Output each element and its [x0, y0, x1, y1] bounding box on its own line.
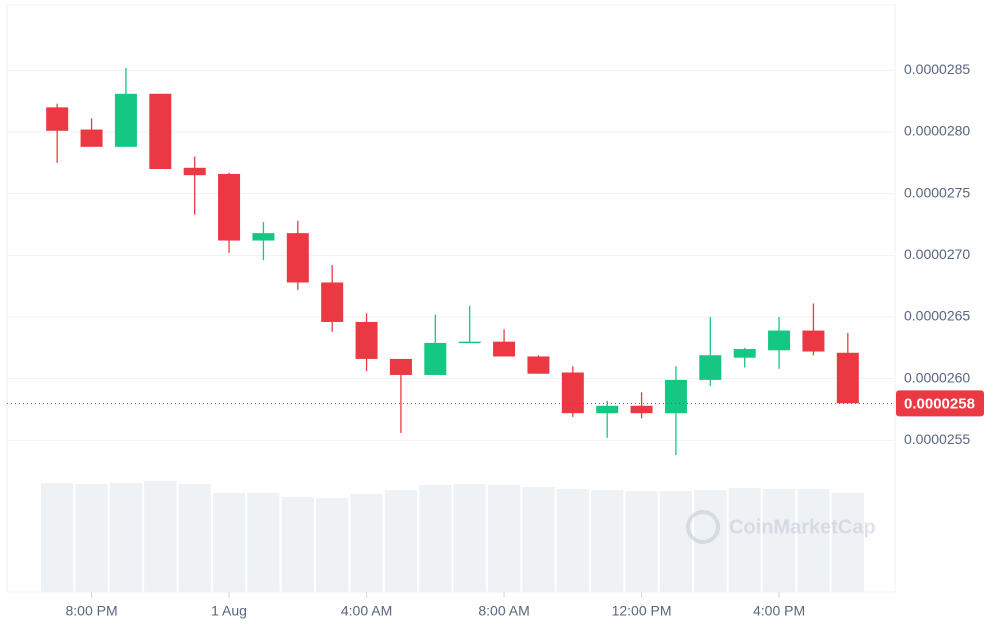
- watermark-text: CoinMarketCap: [729, 516, 876, 538]
- candle-body: [424, 342, 447, 375]
- volume-bar: [522, 487, 555, 592]
- x-tick-label: 4:00 PM: [753, 603, 805, 619]
- candle-body: [768, 330, 791, 351]
- volume-bar: [178, 484, 211, 592]
- volume-bar: [728, 488, 761, 592]
- x-tick-label: 1 Aug: [211, 603, 247, 619]
- volume-bar: [316, 498, 349, 592]
- candle-body: [493, 341, 516, 357]
- volume-bar: [762, 489, 796, 592]
- y-tick-label: 0.0000260: [904, 369, 970, 385]
- volume-bar: [591, 490, 624, 592]
- y-tick-label: 0.0000265: [904, 308, 970, 324]
- watermark-logo: [686, 510, 720, 544]
- x-tick-label: 8:00 PM: [65, 603, 117, 619]
- x-tick-label: 4:00 AM: [341, 603, 392, 619]
- candle-body: [183, 167, 206, 176]
- volume-bar: [487, 485, 521, 592]
- volume-bar: [281, 497, 314, 592]
- candle-body: [458, 341, 481, 344]
- candle-body: [836, 352, 859, 404]
- watermark: CoinMarketCap: [686, 510, 876, 544]
- x-tick-label: 8:00 AM: [478, 603, 529, 619]
- volume-bar: [75, 484, 108, 592]
- candle-body: [527, 356, 550, 374]
- volume-bar: [625, 491, 658, 592]
- candle-body: [149, 93, 172, 170]
- candle-body: [80, 129, 103, 147]
- candle-body: [596, 405, 619, 414]
- volume-bar: [384, 490, 418, 592]
- y-tick-label: 0.0000275: [904, 184, 970, 200]
- candle-body: [321, 282, 344, 322]
- candle-body: [389, 358, 412, 375]
- last-price-label: 0.0000258: [904, 395, 975, 412]
- candle-body: [218, 173, 241, 241]
- y-tick-label: 0.0000270: [904, 246, 970, 262]
- candle-body: [561, 372, 584, 414]
- volume-bar: [831, 493, 864, 592]
- y-tick-label: 0.0000285: [904, 61, 970, 77]
- volume-bar: [41, 483, 74, 592]
- candle-body: [355, 321, 378, 359]
- candle-body: [252, 233, 275, 241]
- candle-body: [46, 107, 69, 131]
- candle-body: [699, 355, 722, 380]
- candle-body: [630, 405, 653, 414]
- candle-body: [114, 93, 137, 147]
- candle-body: [664, 379, 687, 414]
- volume-bar: [556, 489, 589, 592]
- volume-bar: [212, 493, 246, 592]
- candle-body: [733, 349, 756, 358]
- last-price-box: [896, 390, 984, 417]
- y-tick-label: 0.0000280: [904, 123, 970, 139]
- volume-bar: [694, 490, 727, 592]
- volume-bar: [659, 491, 693, 592]
- candle-body: [286, 233, 309, 283]
- volume-bar: [247, 493, 280, 592]
- volume-bar: [797, 489, 830, 592]
- volume-bar: [109, 483, 143, 592]
- y-tick-label: 0.0000255: [904, 431, 970, 447]
- volume-bar: [453, 484, 486, 592]
- volume-bar: [350, 494, 383, 592]
- volume-bar: [419, 485, 452, 592]
- volume-bar: [144, 481, 177, 592]
- candle-body: [802, 330, 825, 352]
- x-tick-label: 12:00 PM: [612, 603, 672, 619]
